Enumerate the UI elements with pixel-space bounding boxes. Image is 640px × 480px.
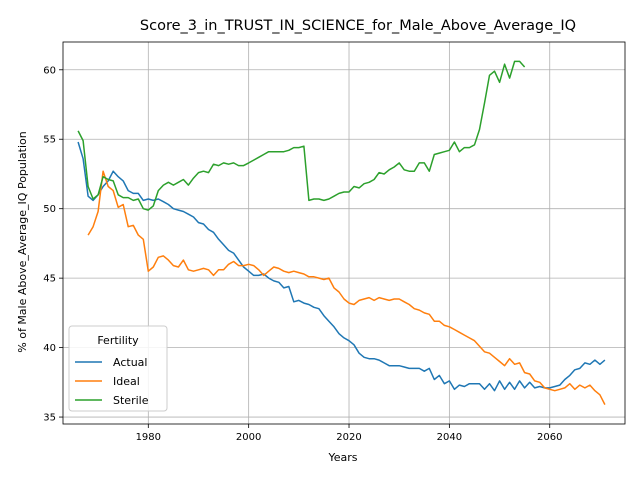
y-tick-label: 55 bbox=[43, 135, 56, 146]
series-layer bbox=[77, 60, 606, 405]
series-line-ideal bbox=[87, 170, 606, 405]
legend-title: Fertility bbox=[97, 334, 139, 347]
legend-label-ideal: Ideal bbox=[113, 375, 140, 388]
x-axis-label: Years bbox=[327, 451, 357, 464]
legend-label-sterile: Sterile bbox=[113, 394, 149, 407]
chart-title: Score_3_in_TRUST_IN_SCIENCE_for_Male_Abo… bbox=[140, 18, 576, 34]
series-line-sterile bbox=[77, 60, 526, 211]
y-axis-ticks: 35 40 45 50 55 60 bbox=[43, 65, 63, 424]
y-tick-label: 40 bbox=[43, 343, 56, 354]
series-line-actual bbox=[77, 141, 606, 392]
legend-box bbox=[68, 325, 168, 412]
y-tick-label: 50 bbox=[43, 204, 56, 215]
x-tick-label: 2020 bbox=[336, 432, 361, 443]
x-tick-label: 2060 bbox=[537, 432, 562, 443]
x-axis-ticks: 1980 2000 2020 2040 2060 bbox=[136, 424, 562, 443]
x-tick-label: 2040 bbox=[437, 432, 462, 443]
legend: Fertility Actual Ideal Sterile bbox=[68, 325, 168, 412]
legend-label-actual: Actual bbox=[113, 356, 147, 369]
plot-frame bbox=[62, 41, 626, 425]
x-tick-label: 1980 bbox=[136, 432, 161, 443]
y-tick-label: 60 bbox=[43, 65, 56, 76]
y-axis-label: % of Male Above_Average_IQ Population bbox=[16, 131, 29, 353]
y-tick-label: 35 bbox=[43, 413, 56, 424]
y-tick-label: 45 bbox=[43, 274, 56, 285]
x-tick-label: 2000 bbox=[236, 432, 261, 443]
